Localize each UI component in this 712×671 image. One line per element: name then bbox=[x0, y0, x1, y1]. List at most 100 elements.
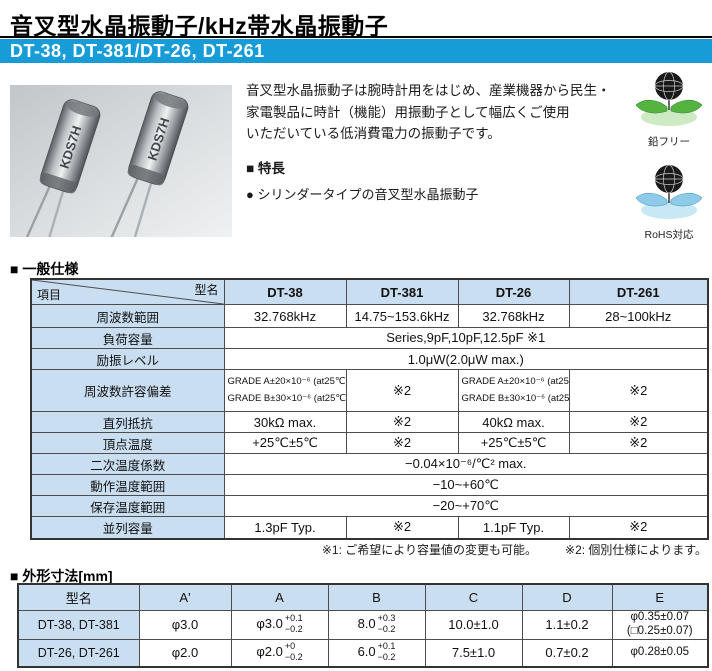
intro-text: 音叉型水晶振動子は腕時計用をはじめ、産業機器から民生・ 家電製品に時計（機能）用… bbox=[246, 80, 628, 206]
features-item: ● シリンダータイプの音叉型水晶振動子 bbox=[246, 187, 479, 203]
product-photo: KDS7H KDS7H bbox=[10, 85, 232, 267]
grade-a-line: GRADE A±20×10⁻⁶ (at25℃) bbox=[461, 375, 569, 387]
title-divider bbox=[0, 36, 712, 38]
dim-col-header: 型名 bbox=[17, 583, 140, 611]
table-row: 周波数許容偏差 GRADE A±20×10⁻⁶ (at25℃) GRADE B±… bbox=[30, 369, 709, 412]
spec-row-label: 負荷容量 bbox=[30, 327, 225, 349]
tolerance-lower: −0.2 bbox=[284, 651, 303, 662]
table-row: 二次温度係数 −0.04×10⁻⁶/℃² max. bbox=[30, 453, 709, 475]
spec-row-label: 保存温度範囲 bbox=[30, 495, 225, 517]
spec-footnotes: ※1: ご希望により容量値の変更も可能。 ※2: 個別仕様によります。 bbox=[322, 541, 707, 558]
rohs-badge: RoHS対応 bbox=[626, 163, 712, 242]
tolerance-upper: +0.1 bbox=[377, 641, 396, 652]
spec-cell: GRADE A±20×10⁻⁶ (at25℃) GRADE B±30×10⁻⁶ … bbox=[223, 369, 347, 412]
table-row: 並列容量 1.3pF Typ. ※2 1.1pF Typ. ※2 bbox=[30, 516, 709, 539]
features-heading: ■ 特長 bbox=[246, 160, 285, 176]
tolerance-upper: +0.3 bbox=[377, 613, 396, 624]
table-row: 直列抵抗 30kΩ max. ※2 40kΩ max. ※2 bbox=[30, 411, 709, 433]
dim-cell: 0.7±0.2 bbox=[521, 638, 613, 668]
dim-col-header: A' bbox=[138, 583, 232, 611]
grade-a-line: GRADE A±20×10⁻⁶ (at25℃) bbox=[227, 375, 346, 387]
tolerance-upper: +0 bbox=[284, 641, 296, 652]
dim-model: DT-38, DT-381 bbox=[17, 610, 140, 640]
spec-cell: 30kΩ max. bbox=[223, 411, 347, 433]
spec-corner-cell: 型名 項目 bbox=[30, 278, 225, 305]
tolerance-upper: +0.1 bbox=[284, 613, 303, 624]
dim-cell: 10.0±1.0 bbox=[424, 610, 523, 640]
dim-cell: 7.5±1.0 bbox=[424, 638, 523, 668]
lead-free-badge: 鉛フリー bbox=[626, 70, 712, 149]
spec-row-label: 二次温度係数 bbox=[30, 453, 225, 475]
dim-cell: 8.0 +0.3 −0.2 bbox=[327, 610, 426, 640]
spec-cell: −0.04×10⁻⁶/℃² max. bbox=[223, 453, 709, 475]
dimension-table: 型名 A' A B C D E DT-38, DT-381 φ3.0 φ3.0 +… bbox=[17, 583, 709, 668]
table-row: 周波数範囲 32.768kHz 14.75~153.6kHz 32.768kHz… bbox=[30, 304, 709, 328]
dim-cell: 1.1±0.2 bbox=[521, 610, 613, 640]
dim-cell: φ0.28±0.05 bbox=[611, 638, 709, 668]
dim-col-header: A bbox=[230, 583, 329, 611]
spec-row-label: 直列抵抗 bbox=[30, 411, 225, 433]
dim-cell: φ3.0 bbox=[138, 610, 232, 640]
table-row: 負荷容量 Series,9pF,10pF,12.5pF ※1 bbox=[30, 327, 709, 349]
footnote-1: ※1: ご希望により容量値の変更も可能。 bbox=[321, 543, 538, 557]
spec-col-header-dt26: DT-26 bbox=[457, 278, 570, 305]
table-row: 動作温度範囲 −10~+60℃ bbox=[30, 474, 709, 496]
spec-col-header-dt38: DT-38 bbox=[223, 278, 347, 305]
spec-cell: ※2 bbox=[345, 411, 459, 433]
spec-cell: GRADE A±20×10⁻⁶ (at25℃) GRADE B±30×10⁻⁶ … bbox=[457, 369, 570, 412]
spec-cell: ※2 bbox=[345, 432, 459, 454]
spec-cell: 1.0μW(2.0μW max.) bbox=[223, 348, 709, 370]
dim-header-row: 型名 A' A B C D E bbox=[17, 583, 709, 611]
dim-value: φ3.0 bbox=[256, 616, 283, 632]
lead-free-icon bbox=[635, 71, 703, 126]
table-row: 励振レベル 1.0μW(2.0μW max.) bbox=[30, 348, 709, 370]
spec-section-heading: ■ 一般仕様 bbox=[10, 261, 79, 277]
page-title: 音叉型水晶振動子/kHz帯水晶振動子 bbox=[10, 13, 389, 39]
dim-e-line1: φ0.35±0.07 bbox=[630, 611, 690, 623]
spec-cell: 32.768kHz bbox=[223, 304, 347, 328]
dim-cell: 6.0 +0.1 −0.2 bbox=[327, 638, 426, 668]
tolerance-lower: −0.2 bbox=[377, 651, 396, 662]
spec-cell: +25℃±5℃ bbox=[457, 432, 570, 454]
grade-b-line: GRADE B±30×10⁻⁶ (at25℃) bbox=[461, 392, 569, 404]
spec-cell: ※2 bbox=[568, 411, 709, 433]
corner-label-item: 項目 bbox=[37, 288, 62, 302]
rohs-icon bbox=[635, 164, 703, 219]
dim-cell: φ2.0 +0 −0.2 bbox=[230, 638, 329, 668]
spec-cell: 14.75~153.6kHz bbox=[345, 304, 459, 328]
dim-value: φ2.0 bbox=[256, 644, 283, 660]
intro-line-2: 家電製品に時計（機能）用振動子として幅広くご使用 bbox=[246, 104, 570, 120]
dim-model: DT-26, DT-261 bbox=[17, 638, 140, 668]
spec-row-label: 励振レベル bbox=[30, 348, 225, 370]
spec-cell: −10~+60℃ bbox=[223, 474, 709, 496]
spec-row-label: 並列容量 bbox=[30, 516, 225, 539]
spec-row-label: 動作温度範囲 bbox=[30, 474, 225, 496]
spec-cell: 28~100kHz bbox=[568, 304, 709, 328]
footnote-2: ※2: 個別仕様によります。 bbox=[565, 543, 707, 557]
spec-cell: 1.1pF Typ. bbox=[457, 516, 570, 539]
lead-free-label: 鉛フリー bbox=[648, 136, 690, 148]
intro-line-3: いただいている低消費電力の振動子です。 bbox=[246, 126, 501, 142]
intro-line-1: 音叉型水晶振動子は腕時計用をはじめ、産業機器から民生・ bbox=[246, 83, 611, 98]
crystal-cylinder-left: KDS7H bbox=[18, 99, 101, 267]
dim-section-heading: ■ 外形寸法[mm] bbox=[10, 568, 113, 584]
spec-col-header-dt261: DT-261 bbox=[568, 278, 709, 305]
spec-row-label: 周波数範囲 bbox=[30, 304, 225, 328]
spec-row-label: 周波数許容偏差 bbox=[30, 369, 225, 412]
dim-value: 6.0 bbox=[357, 644, 376, 660]
spec-row-label: 頂点温度 bbox=[30, 432, 225, 454]
rohs-label: RoHS対応 bbox=[644, 229, 694, 241]
spec-table: 型名 項目 DT-38 DT-381 DT-26 DT-261 周波数範囲 32… bbox=[30, 278, 709, 540]
dim-col-header: B bbox=[327, 583, 426, 611]
crystal-cylinders-image: KDS7H KDS7H bbox=[10, 85, 232, 267]
tolerance-lower: −0.2 bbox=[284, 623, 303, 634]
spec-cell: ※2 bbox=[345, 516, 459, 539]
dim-value: 8.0 bbox=[357, 616, 376, 632]
dim-col-header: C bbox=[424, 583, 523, 611]
dim-col-header: D bbox=[521, 583, 613, 611]
spec-col-header-dt381: DT-381 bbox=[345, 278, 459, 305]
dim-cell: φ0.35±0.07 (□0.25±0.07) bbox=[611, 610, 709, 640]
tolerance-lower: −0.2 bbox=[377, 623, 396, 634]
table-row: 保存温度範囲 −20~+70℃ bbox=[30, 495, 709, 517]
